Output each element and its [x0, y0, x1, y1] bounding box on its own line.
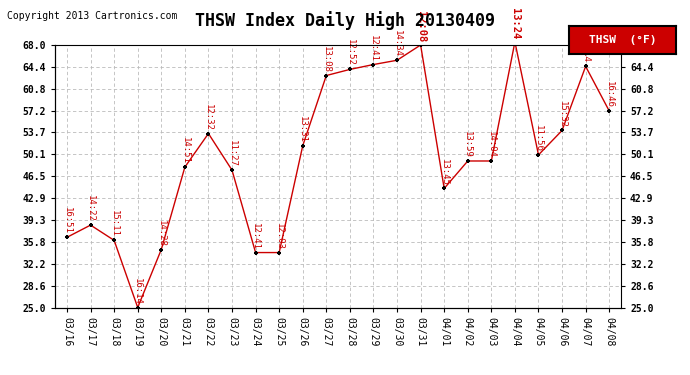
- Text: 13:31: 13:31: [298, 116, 307, 142]
- Point: [486, 158, 497, 164]
- Point: [344, 66, 355, 72]
- Text: 12:52: 12:52: [346, 39, 355, 66]
- Point: [108, 237, 119, 243]
- Text: 14:28: 14:28: [157, 220, 166, 246]
- Text: 13:08: 13:08: [322, 46, 331, 72]
- Text: 16:14: 16:14: [133, 278, 142, 304]
- Text: THSW  (°F): THSW (°F): [589, 35, 656, 45]
- Text: 15:11: 15:11: [110, 210, 119, 237]
- Point: [415, 42, 426, 48]
- Point: [557, 128, 568, 134]
- Text: 14:22: 14:22: [86, 195, 95, 222]
- Text: 13:45: 13:45: [440, 159, 449, 185]
- Point: [604, 108, 615, 114]
- Text: 12:03: 12:03: [275, 223, 284, 249]
- Point: [250, 249, 261, 255]
- Point: [533, 152, 544, 158]
- Text: 14:04: 14:04: [487, 131, 496, 158]
- Text: 12:08: 12:08: [415, 11, 426, 42]
- Point: [580, 63, 591, 69]
- Text: 16:46: 16:46: [604, 81, 613, 108]
- Point: [274, 249, 285, 255]
- Point: [391, 57, 402, 63]
- Text: THSW Index Daily High 20130409: THSW Index Daily High 20130409: [195, 11, 495, 30]
- Text: 15:14: 15:14: [581, 36, 590, 63]
- Text: 13:59: 13:59: [463, 131, 472, 158]
- Point: [462, 158, 473, 164]
- Point: [297, 143, 308, 149]
- Text: 13:24: 13:24: [510, 8, 520, 39]
- Point: [85, 222, 96, 228]
- Text: 12:41: 12:41: [251, 223, 260, 249]
- Text: 16:51: 16:51: [63, 207, 72, 234]
- Text: 12:41: 12:41: [369, 34, 378, 62]
- Point: [132, 304, 144, 310]
- Text: 11:27: 11:27: [228, 140, 237, 167]
- Text: 12:32: 12:32: [204, 104, 213, 130]
- Text: 15:32: 15:32: [558, 100, 566, 128]
- Point: [61, 234, 72, 240]
- Point: [203, 130, 214, 136]
- Text: 14:51: 14:51: [180, 137, 189, 164]
- Point: [179, 164, 190, 170]
- Point: [509, 39, 520, 45]
- Text: 11:56: 11:56: [534, 125, 543, 152]
- Point: [368, 62, 379, 68]
- Point: [321, 72, 332, 78]
- Text: Copyright 2013 Cartronics.com: Copyright 2013 Cartronics.com: [7, 11, 177, 21]
- Point: [439, 186, 450, 192]
- Point: [156, 246, 167, 252]
- Point: [226, 167, 237, 173]
- Text: 14:34: 14:34: [393, 30, 402, 57]
